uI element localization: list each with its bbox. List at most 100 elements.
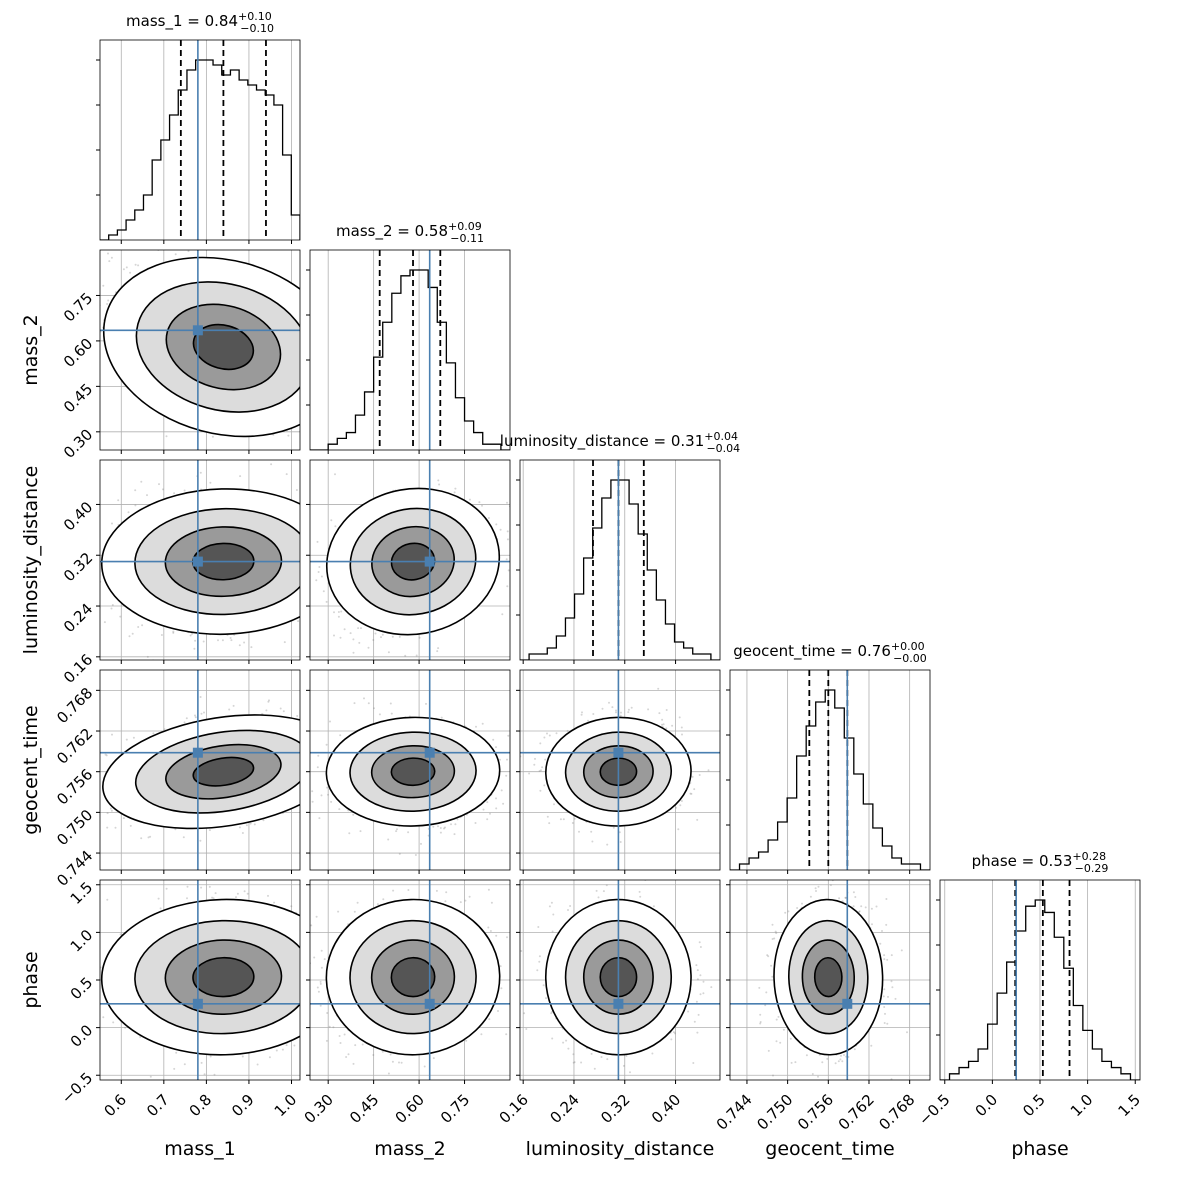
sample-point	[197, 665, 199, 667]
title-value: mass_2 = 0.58	[336, 222, 448, 241]
yaxis-label-mass_2: mass_2	[20, 314, 42, 386]
sample-point	[495, 807, 498, 810]
ytick-label: 0.60	[60, 335, 96, 371]
sample-point	[316, 763, 318, 765]
sample-point	[297, 620, 300, 623]
sample-point	[420, 842, 422, 845]
sample-point	[98, 759, 100, 761]
sample-point	[387, 838, 390, 841]
title-lower-error: −0.11	[450, 232, 484, 245]
sample-point	[114, 826, 117, 829]
sample-point	[548, 734, 551, 737]
sample-point	[312, 376, 314, 378]
sample-point	[468, 498, 471, 501]
sample-point	[165, 435, 168, 438]
sample-point	[125, 266, 128, 269]
sample-point	[119, 615, 122, 618]
sample-point	[343, 367, 345, 369]
sample-point	[302, 542, 304, 544]
sample-point	[486, 801, 489, 804]
sample-point	[163, 728, 166, 731]
sample-point	[320, 724, 322, 726]
sample-point	[315, 593, 317, 595]
sample-point	[315, 543, 317, 545]
panel-content	[310, 670, 510, 870]
sample-point	[414, 854, 417, 856]
sample-point	[320, 570, 322, 572]
sample-point	[211, 435, 214, 438]
panel-content	[88, 460, 322, 667]
sample-point	[335, 333, 337, 335]
sample-point	[506, 758, 508, 761]
sample-point	[209, 481, 212, 484]
sample-point	[374, 632, 377, 635]
contour-line	[349, 507, 477, 616]
sample-point	[221, 639, 224, 642]
sample-point	[110, 809, 113, 812]
title-upper-error: +0.09	[448, 220, 482, 233]
contour-line	[390, 757, 436, 787]
sample-point	[316, 747, 318, 749]
sample-point	[352, 813, 355, 816]
sample-point	[543, 784, 546, 787]
contour-line	[134, 729, 300, 814]
sample-point	[172, 630, 175, 633]
sample-point	[395, 830, 398, 833]
sample-point	[238, 644, 241, 647]
sample-point	[338, 808, 341, 811]
sample-point	[78, 254, 80, 256]
sample-point	[315, 628, 317, 630]
sample-point	[334, 525, 337, 528]
sample-point	[304, 562, 306, 564]
truth-marker	[192, 325, 203, 336]
sample-point	[677, 828, 680, 831]
sample-point	[279, 707, 282, 710]
sample-point	[661, 718, 664, 721]
sample-point	[295, 489, 298, 491]
sample-point	[262, 819, 265, 822]
panel-frame	[99, 249, 301, 451]
sample-point	[615, 709, 617, 712]
sample-point	[88, 595, 90, 597]
ytick-label: 0.24	[60, 600, 96, 636]
sample-point	[149, 835, 152, 838]
sample-point	[239, 475, 242, 478]
sample-point	[326, 786, 329, 789]
sample-point	[390, 712, 393, 715]
sample-point	[287, 434, 290, 437]
sample-point	[311, 329, 313, 331]
sample-point	[330, 711, 332, 713]
sample-point	[185, 717, 188, 720]
sample-point	[315, 539, 317, 541]
sample-point	[318, 739, 320, 741]
sample-point	[134, 489, 137, 492]
sample-point	[303, 347, 305, 349]
contour-line	[192, 323, 255, 371]
sample-point	[110, 607, 113, 610]
sample-point	[127, 511, 130, 514]
sample-point	[109, 807, 112, 810]
sample-point	[322, 590, 325, 593]
sample-point	[492, 738, 495, 741]
sample-point	[506, 538, 509, 541]
sample-point	[495, 746, 497, 749]
sample-point	[194, 716, 197, 719]
sample-point	[317, 547, 319, 549]
panel-luminosity_distance-mass_2	[306, 459, 511, 664]
sample-point	[97, 381, 99, 383]
sample-point	[312, 353, 314, 355]
ytick-label: 0.762	[53, 725, 96, 768]
sample-point	[129, 271, 132, 274]
sample-point	[106, 303, 109, 305]
sample-point	[315, 372, 317, 374]
sample-point	[301, 326, 303, 328]
sample-point	[343, 726, 345, 728]
sample-point	[356, 376, 358, 378]
sample-point	[387, 651, 390, 654]
sample-point	[183, 489, 186, 492]
sample-point	[380, 636, 382, 639]
sample-point	[378, 713, 381, 716]
panel-content	[310, 460, 510, 660]
sample-point	[315, 416, 317, 418]
